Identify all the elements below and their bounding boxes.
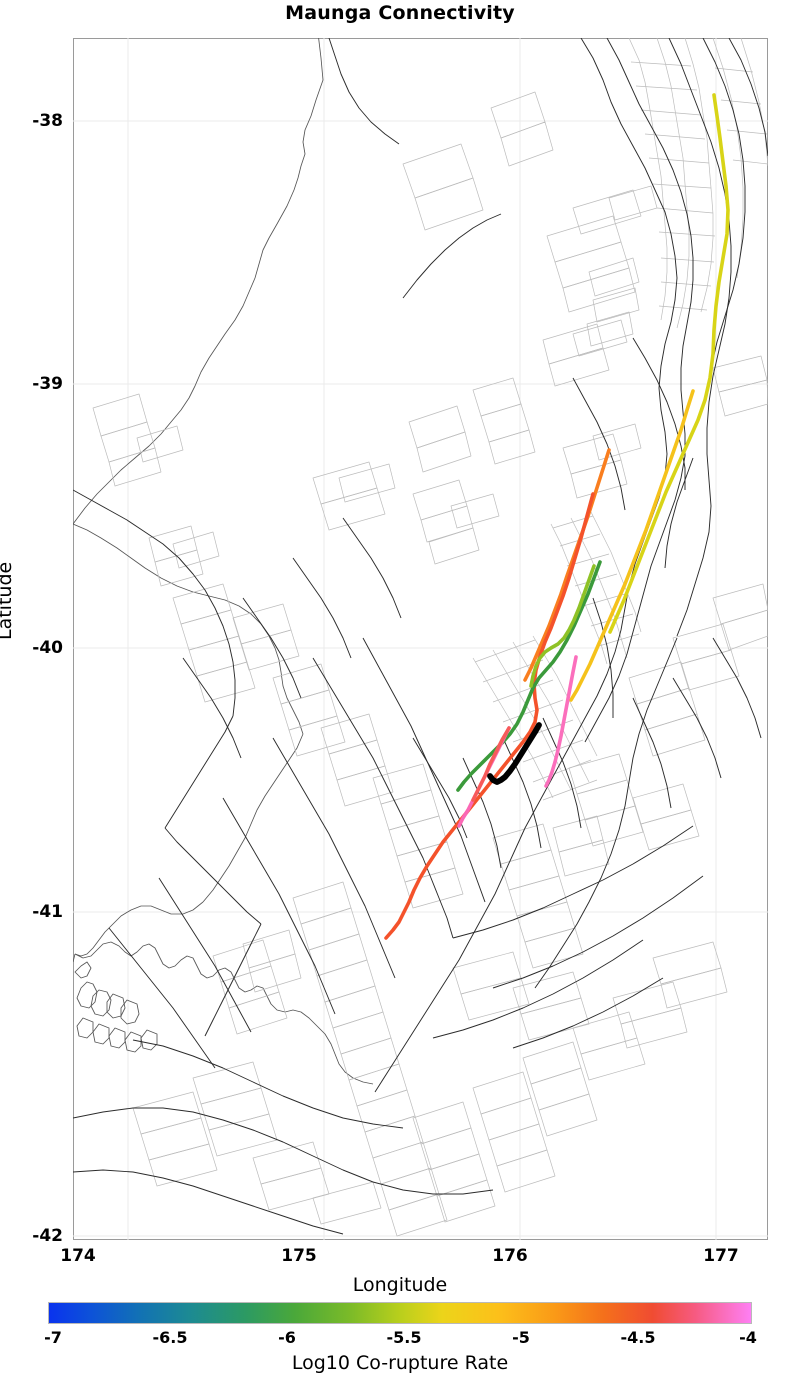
coastline-layer [73, 38, 374, 1085]
y-tick-label: -38 [32, 111, 63, 131]
colorbar-label: Log10 Co-rupture Rate [291, 1352, 509, 1374]
trace-salmon [471, 726, 511, 802]
trace-pink-mid [544, 655, 578, 788]
plot-frame [73, 38, 768, 1240]
colorbar-tick-label: -5.5 [386, 1328, 422, 1347]
x-tick-label: 174 [60, 1246, 96, 1266]
trace-green [456, 560, 602, 792]
colorbar-gradient [48, 1302, 752, 1324]
trace-yellow-gold [569, 389, 695, 702]
map-plot-area [73, 38, 768, 1240]
trace-yellowgreen [529, 564, 596, 688]
y-tick-label: -40 [32, 638, 63, 658]
colorbar-tick-label: -7 [44, 1328, 62, 1347]
x-axis-label: Longitude [352, 1274, 448, 1296]
colorbar-tick-label: -5 [512, 1328, 530, 1347]
y-tick-label: -41 [32, 902, 63, 922]
colorbar-tick-label: -6 [278, 1328, 296, 1347]
colorbar-tick-label: -4 [739, 1328, 757, 1347]
trace-target-maunga [487, 722, 542, 785]
trace-red-long [384, 492, 595, 940]
trace-yellow-north [608, 93, 730, 634]
fault-trace-layer [73, 38, 768, 1235]
figure-title: Maunga Connectivity [285, 2, 515, 24]
y-tick-label: -39 [32, 374, 63, 394]
x-tick-label: 177 [703, 1246, 739, 1266]
x-tick-label: 175 [281, 1246, 317, 1266]
colorbar-tick-label: -4.5 [620, 1328, 656, 1347]
y-axis-label: Latitude [0, 561, 16, 640]
map-canvas [73, 38, 768, 1240]
co-rupture-traces [384, 93, 730, 940]
y-tick-label: -42 [32, 1226, 63, 1246]
grid-lines [73, 38, 768, 1240]
fault-polygon-mesh [92, 38, 768, 1237]
colorbar-tick-label: -6.5 [152, 1328, 188, 1347]
x-tick-label: 176 [492, 1246, 528, 1266]
